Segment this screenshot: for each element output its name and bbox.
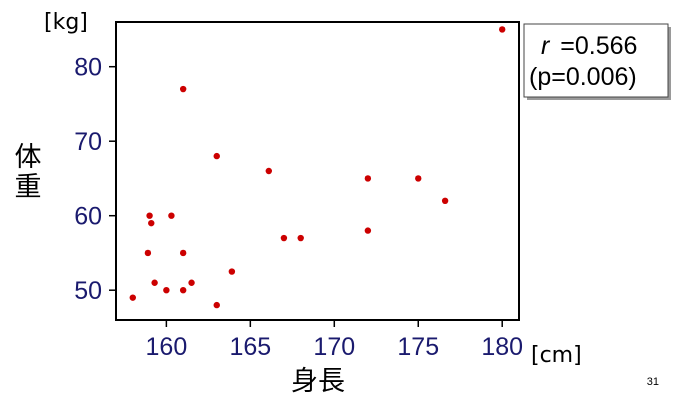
data-point: [179, 249, 187, 257]
data-point: [179, 287, 187, 294]
data-point: [188, 279, 195, 286]
data-point: [415, 175, 422, 182]
x-axis-title: 身長: [291, 366, 345, 396]
data-point: [265, 167, 273, 175]
y-axis-title: 体重: [15, 142, 42, 203]
page-number: 31: [647, 376, 659, 388]
data-point: [228, 268, 236, 275]
r-value: =0.566: [560, 32, 637, 60]
data-point: [168, 212, 175, 219]
data-point: [441, 197, 449, 204]
data-point: [129, 294, 136, 301]
y-axis-title-char: 体: [15, 142, 42, 173]
data-point: [148, 219, 155, 227]
data-point: [364, 175, 372, 182]
data-points: [129, 26, 506, 309]
data-point: [163, 287, 170, 294]
x-axis-ticks: 160 165 170 175 180: [146, 320, 523, 361]
y-tick-label: 70: [74, 128, 102, 156]
correlation-r-text: r =0.566: [541, 32, 637, 60]
x-unit-label: [cm]: [531, 343, 582, 368]
y-axis-title-char: 重: [15, 172, 42, 203]
x-tick-label: 180: [481, 333, 523, 361]
y-tick-label: 80: [74, 54, 102, 82]
y-axis-ticks: 50 60 70 80: [74, 54, 116, 305]
data-point: [297, 234, 304, 242]
data-point: [146, 212, 153, 219]
y-unit-label: [kg]: [44, 10, 88, 35]
x-tick-label: 165: [229, 333, 271, 361]
correlation-box-frame: [523, 23, 669, 98]
p-value-text: (p=0.006): [529, 63, 637, 91]
r-symbol: r: [541, 32, 551, 60]
y-tick-label: 50: [74, 277, 102, 305]
data-point: [213, 152, 220, 160]
data-point: [364, 227, 372, 234]
data-point: [179, 85, 187, 93]
data-point: [213, 301, 220, 309]
x-tick-label: 170: [313, 333, 355, 361]
data-point: [144, 249, 152, 257]
data-point: [280, 234, 288, 242]
data-point: [499, 26, 506, 33]
plot-area: [115, 21, 520, 321]
x-tick-label: 175: [397, 333, 439, 361]
data-point: [151, 279, 158, 286]
x-tick-label: 160: [146, 333, 188, 361]
correlation-box: r =0.566 (p=0.006): [523, 23, 671, 100]
y-tick-label: 60: [74, 203, 102, 231]
